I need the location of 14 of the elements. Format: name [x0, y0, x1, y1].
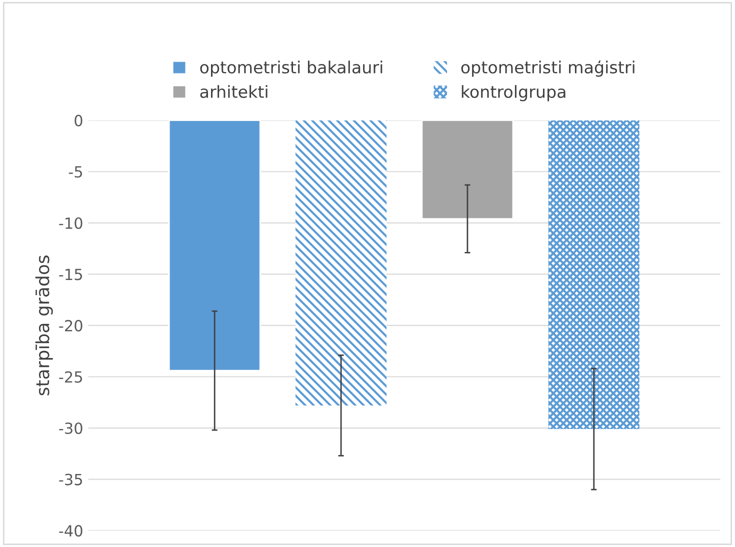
legend-label: arhitekti: [200, 85, 268, 98]
y-tick-label: -35: [59, 474, 82, 486]
y-tick-label: -5: [68, 166, 82, 178]
y-tick-label: -15: [59, 268, 82, 280]
legend-label: optometristi bakalauri: [200, 60, 382, 77]
y-tick-label: -40: [59, 525, 82, 537]
legend-label: kontrolgrupa: [462, 85, 566, 102]
y-tick-label: -30: [59, 422, 82, 434]
legend-label: optometristi maģistri: [461, 60, 634, 77]
y-tick-label: 0: [74, 114, 82, 126]
y-tick-label: -10: [59, 217, 82, 229]
y-tick-label: -25: [59, 371, 82, 383]
y-tick-label: -20: [59, 320, 82, 332]
y-axis-title: starpība grādos: [35, 256, 53, 396]
